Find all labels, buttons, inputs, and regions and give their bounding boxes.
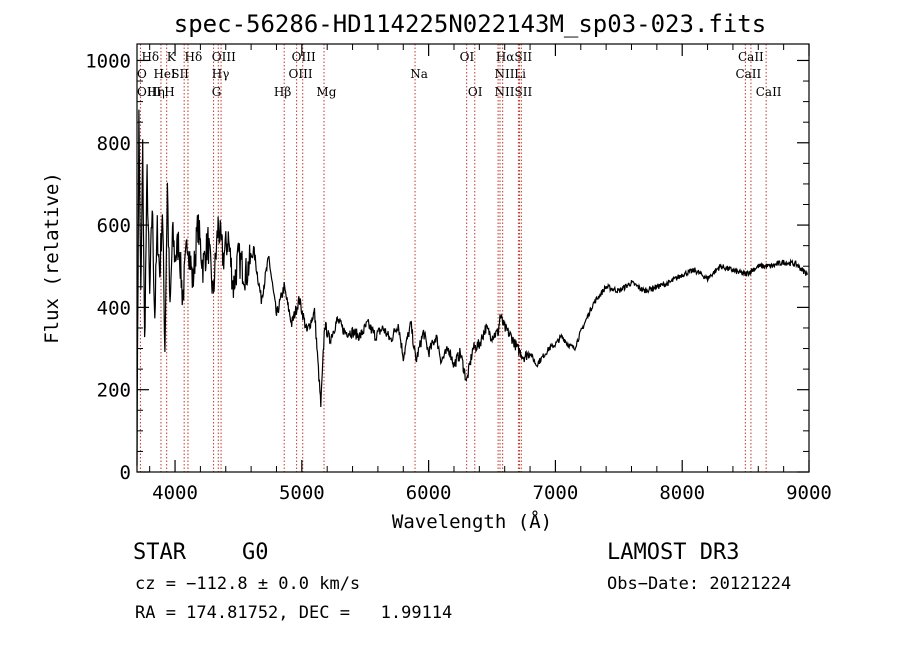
x-tick-label: 6000 <box>406 482 452 504</box>
x-axis-label: Wavelength (Å) <box>392 510 552 533</box>
spectral-line-label: Hδ <box>185 50 203 64</box>
plot-frame <box>136 43 810 473</box>
y-tick-label: 200 <box>97 380 131 402</box>
spectrum-chart: spec-56286-HD114225N022143M_sp03-023.fit… <box>41 10 832 533</box>
spectrum-line <box>136 109 809 466</box>
survey-name: LAMOST DR3 <box>607 540 740 565</box>
spectral-line-label: CaII <box>738 50 764 64</box>
x-axis: 4000 5000 6000 7000 8000 9000 <box>149 44 832 504</box>
y-tick-label: 1000 <box>85 50 131 72</box>
spectral-line-label: OIII <box>137 85 161 99</box>
coordinates: RA = 174.81752, DEC = 1.99114 <box>135 603 453 623</box>
y-axis: 0 200 400 600 800 1000 <box>85 50 809 484</box>
object-subclass: G0 <box>242 540 269 565</box>
spectral-line-label: NII <box>495 67 515 81</box>
spectral-line-label: Na <box>410 67 428 81</box>
y-tick-label: 800 <box>97 133 131 155</box>
spectral-line-label: H <box>164 85 174 99</box>
spectral-line-label: OI <box>460 50 475 64</box>
spectral-line-label: Hδ <box>141 50 159 64</box>
x-tick-label: 9000 <box>786 482 832 504</box>
spectral-line-label: Hγ <box>212 67 230 81</box>
y-tick-label: 600 <box>97 215 131 237</box>
spectral-line-label: CaII <box>756 85 782 99</box>
y-tick-label: 400 <box>97 297 131 319</box>
object-type: STAR <box>133 540 186 565</box>
spectral-line-label: G <box>212 85 222 99</box>
y-tick-label: 0 <box>120 462 131 484</box>
spectral-line-markers <box>139 44 767 472</box>
spectral-line-label: Mg <box>316 85 336 99</box>
spectral-line-label: HeI <box>153 67 176 81</box>
x-tick-label: 5000 <box>279 482 325 504</box>
spectral-line-label: Hη <box>147 85 165 99</box>
observation-date: Obs−Date: 20121224 <box>607 574 792 594</box>
spectral-line-label: CaII <box>735 67 761 81</box>
spectral-line-label: OIII <box>212 50 236 64</box>
spectral-line-label: K <box>167 50 177 64</box>
x-tick-label: 4000 <box>152 482 198 504</box>
spectral-line-label: HαSII <box>496 50 533 64</box>
x-tick-label: 8000 <box>659 482 705 504</box>
spectral-line-label: SII <box>171 67 189 81</box>
chart-title: spec-56286-HD114225N022143M_sp03-023.fit… <box>174 10 766 38</box>
spectral-line-label: OI <box>468 85 483 99</box>
spectral-line-label: O <box>137 67 147 81</box>
spectral-line-label: OIII <box>292 50 316 64</box>
spectral-line-label: Hβ <box>274 85 291 99</box>
redshift-velocity: cz = −112.8 ± 0.0 km/s <box>135 574 361 594</box>
spectral-line-label: NIISII <box>495 85 533 99</box>
spectral-line-label: Li <box>514 67 526 81</box>
x-tick-label: 7000 <box>533 482 579 504</box>
y-axis-label: Flux (relative) <box>41 172 63 344</box>
spectral-line-label: OIII <box>289 67 313 81</box>
